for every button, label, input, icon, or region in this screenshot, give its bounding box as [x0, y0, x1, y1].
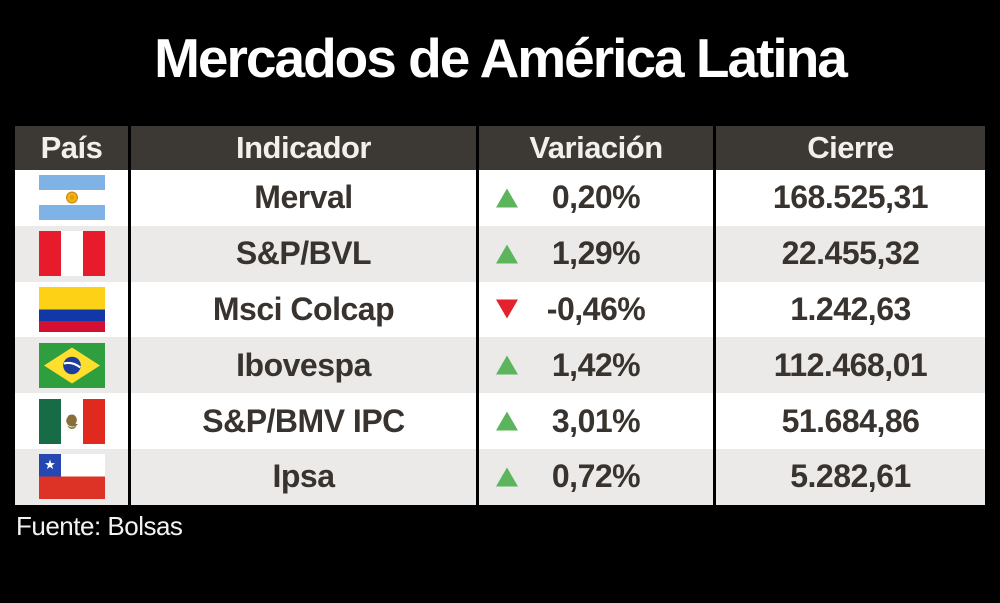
table-row: S&P/BVL 1,29% 22.455,32	[15, 225, 985, 282]
variation-value: 3,01%	[551, 402, 641, 439]
variation-cell: 1,29%	[479, 225, 713, 282]
close-value: 51.684,86	[716, 393, 985, 449]
up-arrow-icon	[496, 355, 518, 375]
variation-cell: 3,01%	[479, 393, 713, 449]
down-arrow-icon	[496, 299, 518, 319]
variation-cell: 0,20%	[479, 170, 713, 226]
country-cell	[15, 393, 128, 449]
table-row: Ipsa 0,72% 5.282,61	[15, 448, 985, 505]
up-arrow-icon	[496, 188, 518, 208]
variation-value: 1,29%	[551, 235, 641, 272]
col-header-indicador: Indicador	[131, 126, 476, 170]
colombia-flag-icon	[38, 286, 105, 332]
mexico-flag-icon	[38, 398, 105, 444]
variation-value: -0,46%	[546, 290, 646, 327]
country-cell	[15, 337, 128, 394]
indicator-name: Ipsa	[131, 448, 476, 505]
table-row: Ibovespa 1,42% 112.468,01	[15, 337, 985, 394]
source-note: Fuente: Bolsas	[16, 511, 183, 541]
markets-table: País Indicador Variación Cierre Merval 0,…	[15, 126, 985, 505]
country-cell	[15, 170, 128, 226]
table-row: Msci Colcap -0,46% 1.242,63	[15, 281, 985, 338]
close-value: 1.242,63	[716, 281, 985, 338]
indicator-name: Ibovespa	[131, 337, 476, 394]
variation-cell: 1,42%	[479, 337, 713, 394]
page-title: Mercados de América Latina	[154, 27, 848, 89]
peru-flag-icon	[38, 231, 105, 277]
col-header-cierre: Cierre	[716, 126, 985, 170]
country-cell	[15, 281, 128, 338]
close-value: 168.525,31	[716, 170, 985, 226]
up-arrow-icon	[496, 467, 518, 487]
indicator-name: S&P/BVL	[131, 225, 476, 282]
close-value: 112.468,01	[716, 337, 985, 394]
indicator-name: Msci Colcap	[131, 281, 476, 338]
country-cell	[15, 225, 128, 282]
table-body: Merval 0,20% 168.525,31 S&P/BVL 1,29% 22.455,…	[15, 170, 985, 505]
close-value: 5.282,61	[716, 448, 985, 505]
brazil-flag-icon	[38, 342, 105, 388]
indicator-name: S&P/BMV IPC	[131, 393, 476, 449]
col-header-variacion: Variación	[479, 126, 713, 170]
table-row: S&P/BMV IPC 3,01% 51.684,86	[15, 393, 985, 449]
col-header-pais: País	[15, 126, 128, 170]
close-value: 22.455,32	[716, 225, 985, 282]
table-row: Merval 0,20% 168.525,31	[15, 170, 985, 226]
variation-cell: 0,72%	[479, 448, 713, 505]
up-arrow-icon	[496, 411, 518, 431]
variation-value: 0,72%	[551, 458, 641, 495]
indicator-name: Merval	[131, 170, 476, 226]
up-arrow-icon	[496, 244, 518, 264]
argentina-flag-icon	[38, 175, 105, 221]
chile-flag-icon	[38, 454, 105, 500]
variation-cell: -0,46%	[479, 281, 713, 338]
variation-value: 0,20%	[551, 179, 641, 216]
variation-value: 1,42%	[551, 346, 641, 383]
table-header-row: País Indicador Variación Cierre	[15, 126, 985, 170]
country-cell	[15, 448, 128, 505]
